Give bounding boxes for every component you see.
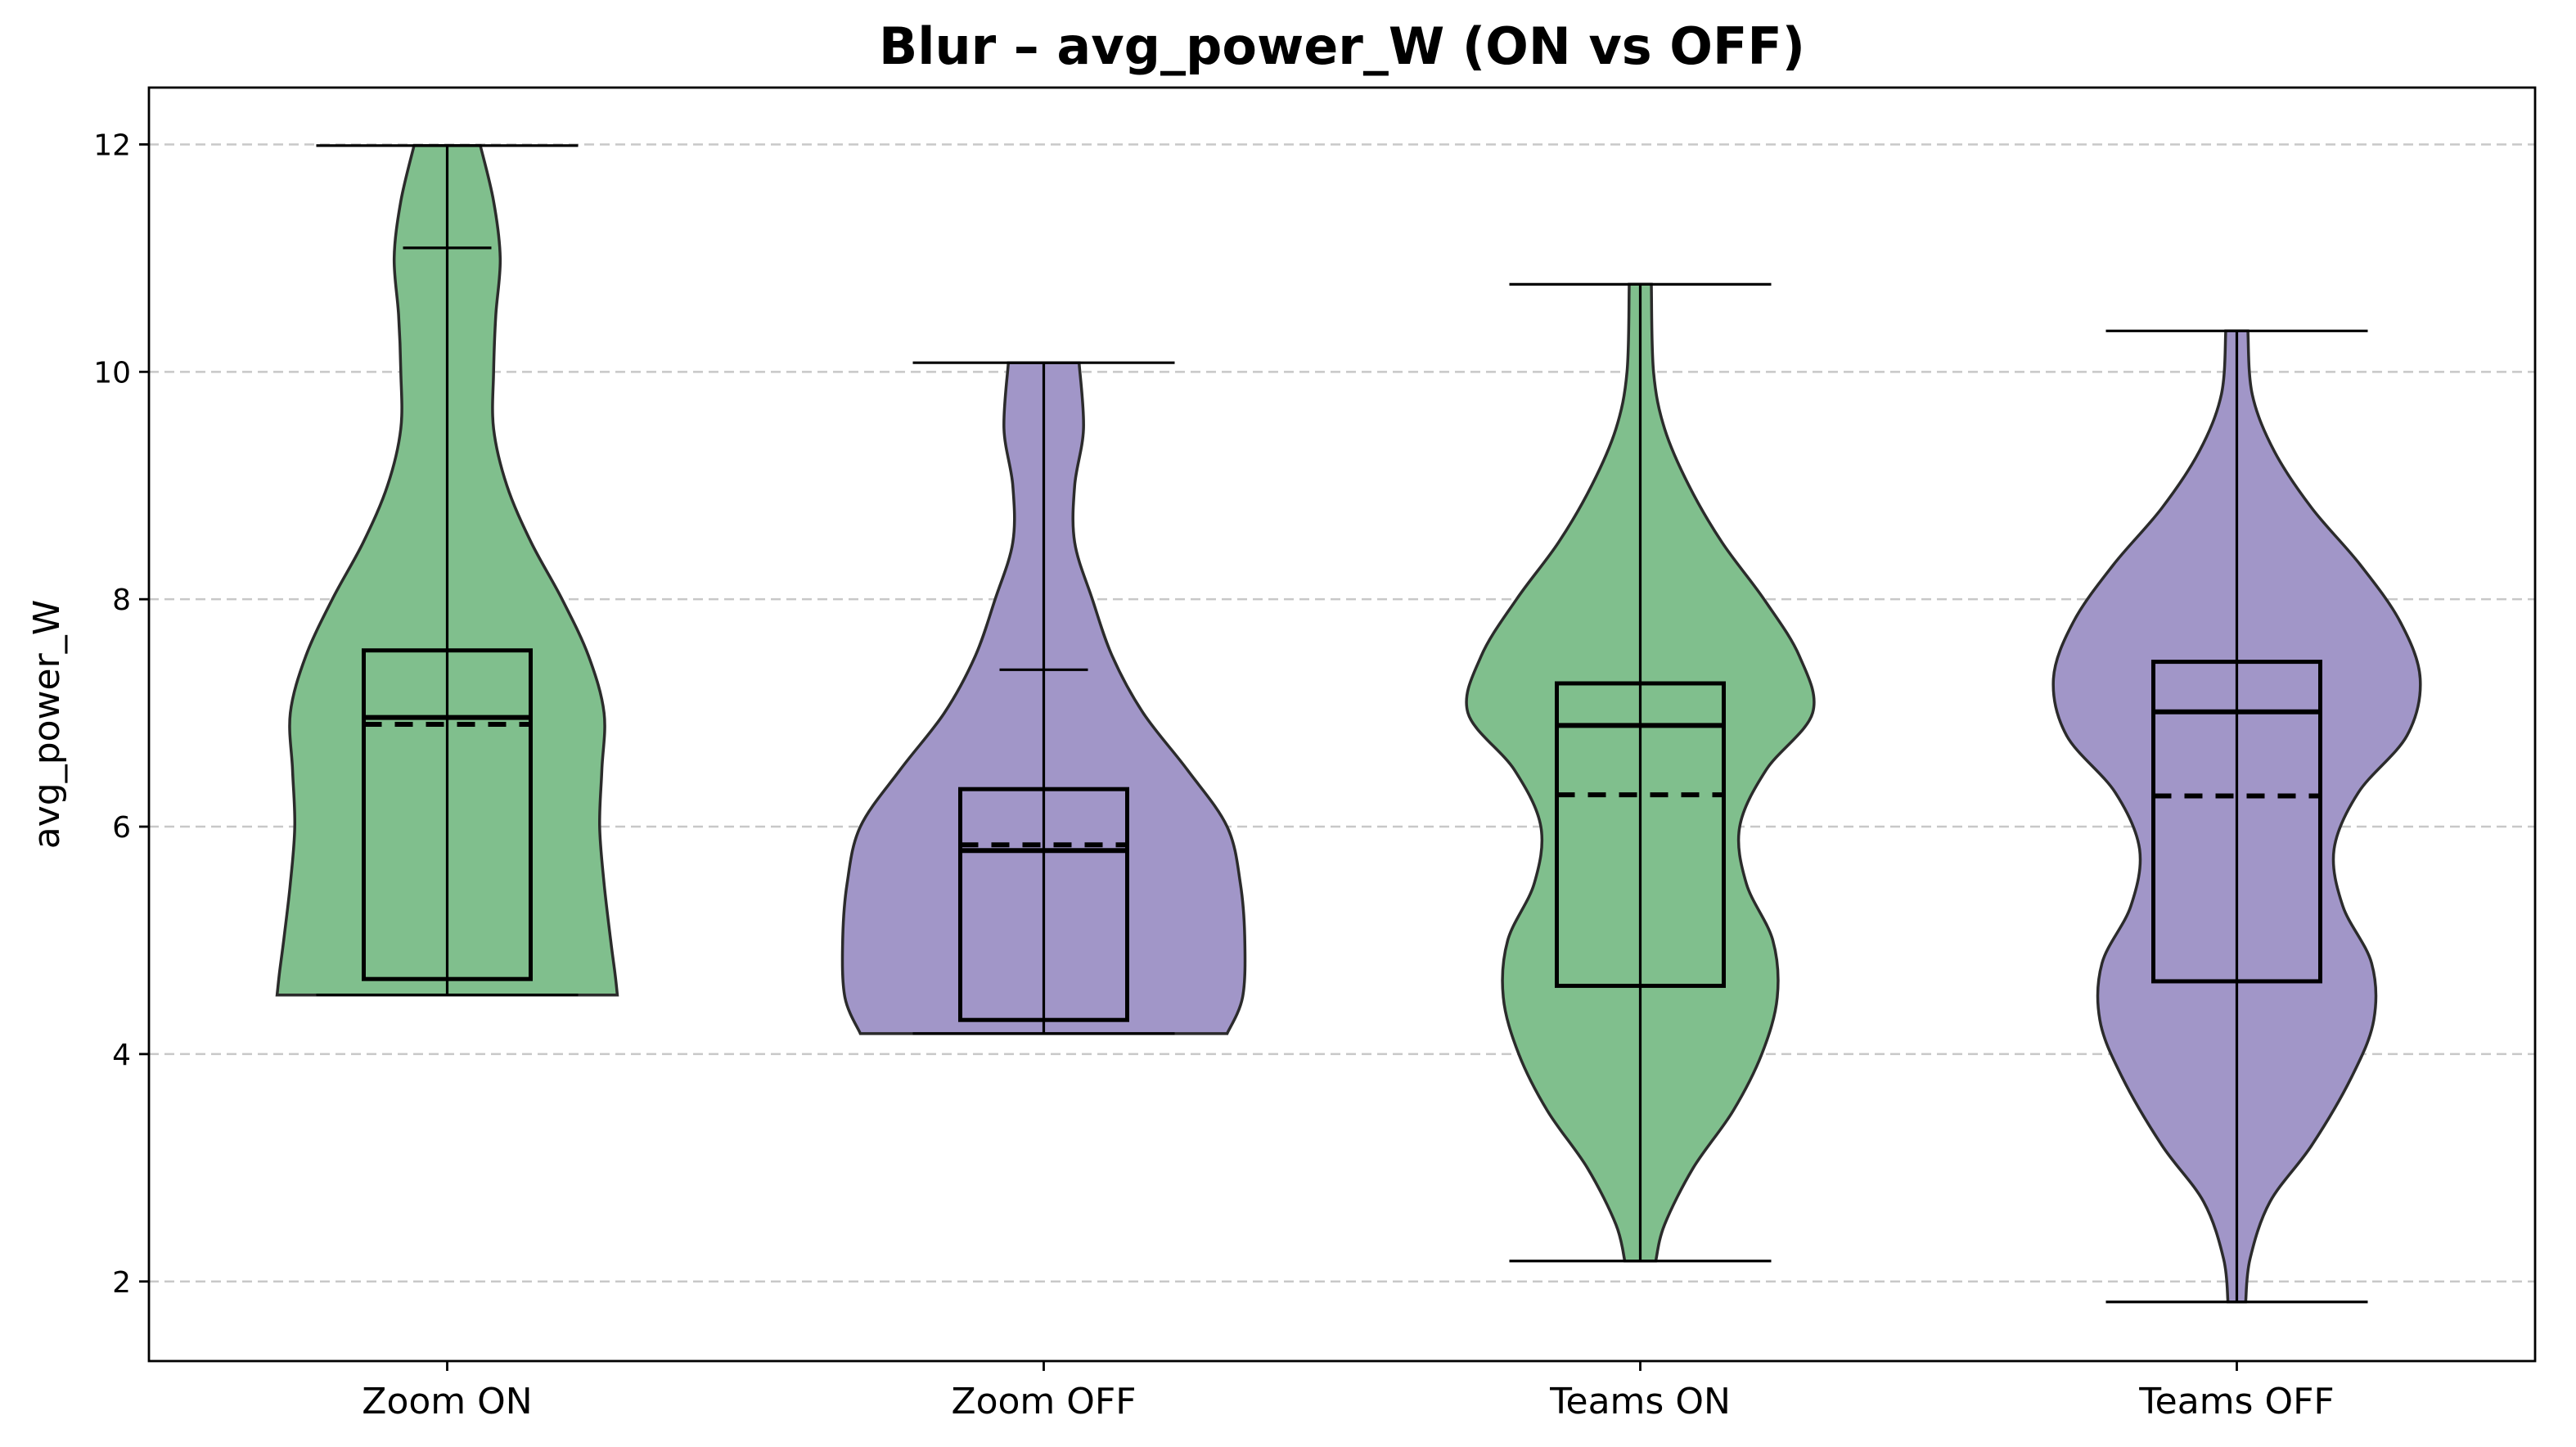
violin-group-teams-off [2051,329,2422,1304]
y-axis-label: avg_power_W [26,600,68,849]
x-tick-label: Teams ON [1549,1381,1731,1422]
y-tick-label: 12 [93,128,131,162]
iqr-box [362,648,533,981]
y-tick-label: 8 [112,584,131,617]
y-tick-label: 10 [93,356,131,390]
x-tick-label: Zoom OFF [951,1381,1136,1422]
violins [275,144,2422,1304]
iqr-box [1555,681,1726,989]
plot-frame [147,86,2537,1363]
violin-group-teams-on [1465,282,1816,1263]
violin-group-zoom-on [275,144,619,997]
violin-group-zoom-off [840,361,1247,1035]
iqr-box [958,787,1129,1022]
chart-title: Blur – avg_power_W (ON vs OFF) [879,16,1805,76]
axis-ticks: 2 4 6 8 10 12 Zoom ON Zoom OFF Teams ON Teams OFF [93,128,2335,1422]
y-tick-label: 4 [112,1039,131,1072]
y-tick-label: 6 [112,811,131,845]
iqr-box [2151,660,2322,984]
y-tick-label: 2 [112,1266,131,1300]
x-tick-label: Zoom ON [362,1381,532,1422]
x-tick-label: Teams OFF [2138,1381,2334,1422]
